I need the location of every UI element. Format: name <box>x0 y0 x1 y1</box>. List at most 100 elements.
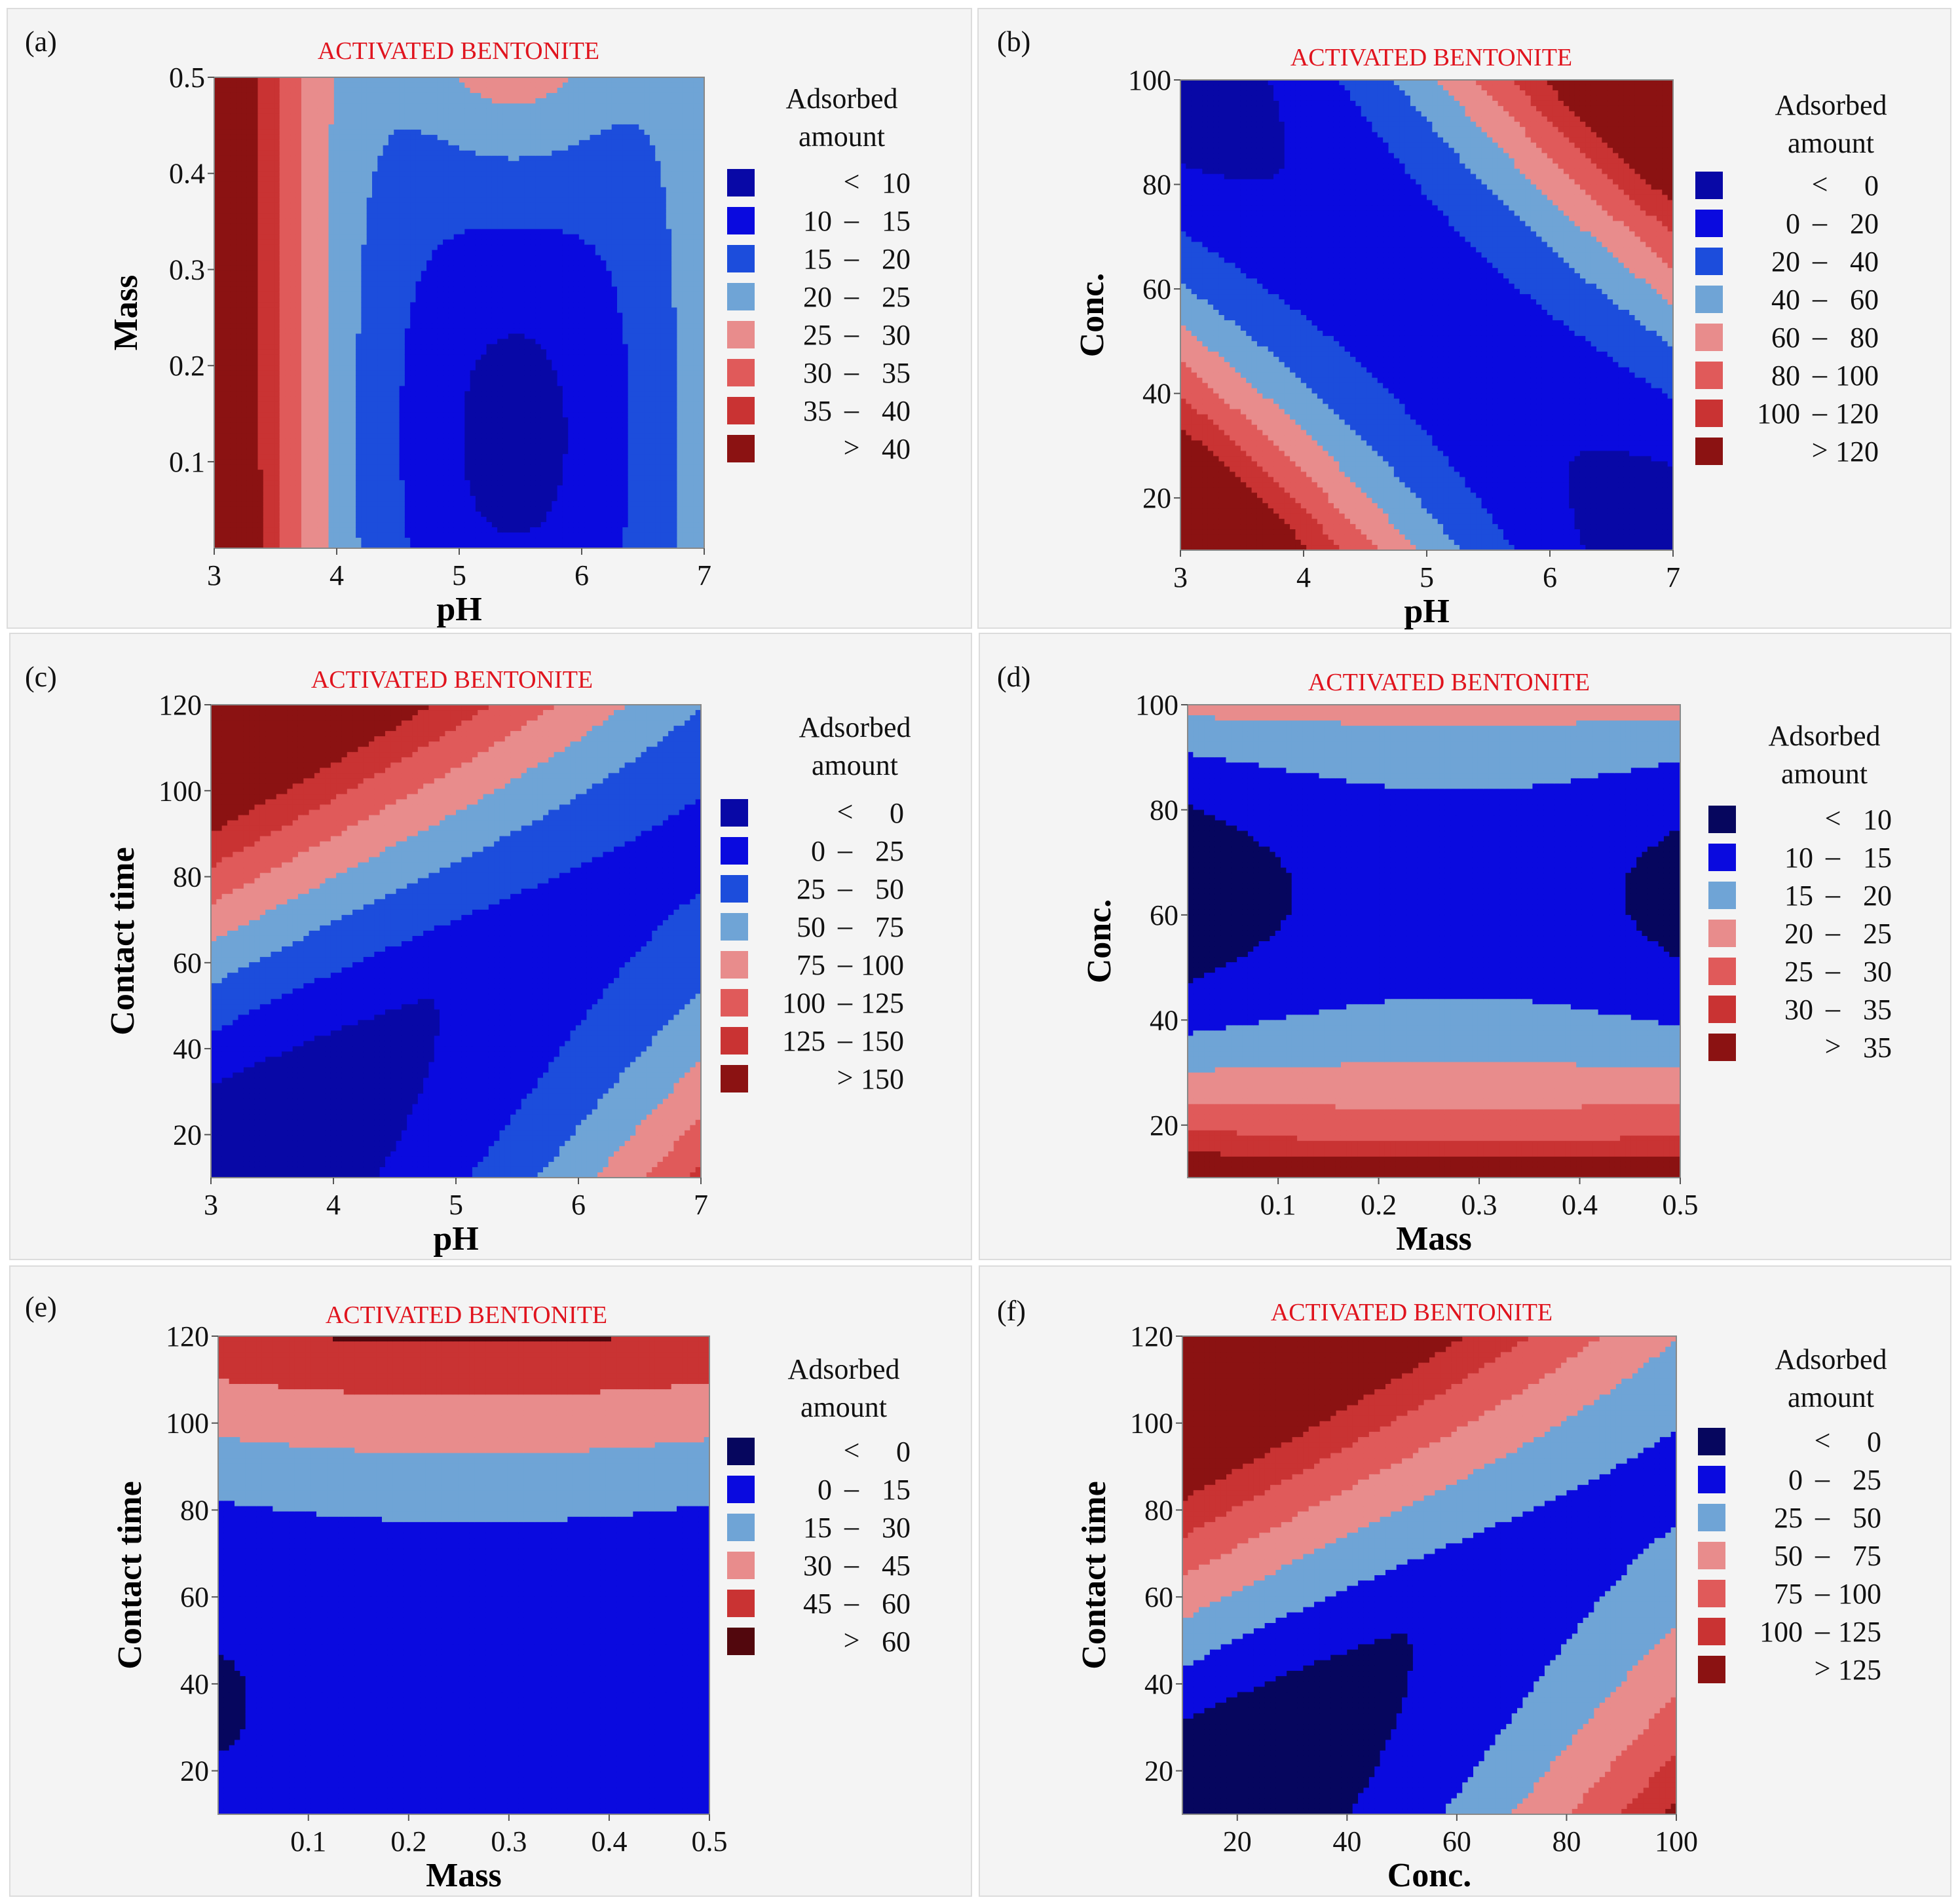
contour-cell <box>252 187 259 193</box>
contour-cell <box>312 522 318 528</box>
contour-cell <box>404 401 411 407</box>
contour-cell <box>236 155 242 162</box>
contour-cell <box>437 333 443 340</box>
contour-cell <box>372 265 378 272</box>
contour-cell <box>491 422 498 428</box>
contour-cell <box>345 229 351 235</box>
contour-cell <box>508 265 514 272</box>
contour-cell <box>481 354 487 360</box>
contour-cell <box>339 192 346 198</box>
contour-cell <box>443 464 449 470</box>
contour-cell <box>317 124 324 130</box>
contour-cell <box>328 113 335 120</box>
contour-cell <box>356 433 362 439</box>
contour-cell <box>383 286 389 293</box>
contour-cell <box>333 360 340 365</box>
contour-cell <box>257 443 264 449</box>
contour-cell <box>394 302 400 308</box>
contour-cell <box>497 375 504 381</box>
contour-cell <box>339 119 346 125</box>
contour-cell <box>432 218 438 225</box>
contour-cell <box>285 318 291 324</box>
contour-cell <box>301 333 307 340</box>
contour-cell <box>225 312 231 319</box>
contour-cell <box>421 323 427 329</box>
contour-cell <box>295 223 302 230</box>
contour-cell <box>301 365 307 371</box>
contour-cell <box>263 422 269 428</box>
contour-cell <box>486 527 493 533</box>
contour-cell <box>317 87 324 94</box>
contour-cell <box>339 417 346 423</box>
contour-cell <box>263 433 269 439</box>
contour-cell <box>475 438 481 444</box>
contour-cell <box>366 155 373 162</box>
contour-cell <box>491 124 498 130</box>
contour-cell <box>426 517 433 523</box>
contour-cell <box>295 108 302 115</box>
contour-cell <box>470 349 476 356</box>
contour-cell <box>350 307 356 314</box>
contour-cell <box>333 422 340 428</box>
contour-cell <box>339 124 346 130</box>
contour-cell <box>295 501 302 507</box>
contour-cell <box>328 202 335 209</box>
contour-cell <box>497 333 504 340</box>
contour-cell <box>295 470 302 476</box>
contour-cell <box>497 475 504 481</box>
contour-cell <box>350 92 356 99</box>
contour-cell <box>345 140 351 146</box>
contour-cell <box>295 386 302 392</box>
contour-cell <box>241 119 248 125</box>
contour-cell <box>361 412 367 418</box>
contour-cell <box>285 286 291 293</box>
contour-cell <box>274 244 280 251</box>
contour-cell <box>246 82 253 88</box>
contour-cell <box>497 328 504 335</box>
contour-cell <box>464 386 471 392</box>
contour-cell <box>491 291 498 298</box>
contour-cell <box>295 381 302 386</box>
contour-cell <box>502 140 509 146</box>
contour-cell <box>312 98 318 104</box>
contour-cell <box>345 517 351 523</box>
contour-cell <box>301 291 307 298</box>
contour-cell <box>246 475 253 481</box>
contour-cell <box>399 354 405 360</box>
contour-cell <box>241 92 248 99</box>
contour-cell <box>246 422 253 428</box>
contour-cell <box>241 464 248 470</box>
contour-cell <box>426 119 433 125</box>
contour-cell <box>453 391 460 397</box>
contour-cell <box>366 464 373 470</box>
contour-cell <box>345 443 351 449</box>
contour-cell <box>497 244 504 251</box>
contour-cell <box>366 517 373 523</box>
contour-cell <box>475 307 481 314</box>
contour-cell <box>328 271 335 277</box>
contour-cell <box>502 522 509 528</box>
contour-cell <box>421 433 427 439</box>
contour-cell <box>502 202 509 209</box>
contour-cell <box>225 396 231 402</box>
contour-cell <box>328 417 335 423</box>
contour-cell <box>410 323 417 329</box>
contour-cell <box>464 454 471 460</box>
contour-cell <box>230 77 236 83</box>
contour-cell <box>269 365 275 371</box>
contour-cell <box>464 98 471 104</box>
contour-cell <box>432 501 438 507</box>
contour-cell <box>307 229 313 235</box>
contour-cell <box>404 124 411 130</box>
contour-cell <box>404 87 411 94</box>
contour-cell <box>437 155 443 162</box>
contour-cell <box>361 517 367 523</box>
contour-cell <box>453 192 460 198</box>
contour-cell <box>350 113 356 120</box>
contour-cell <box>443 386 449 392</box>
contour-cell <box>285 333 291 340</box>
contour-cell <box>350 145 356 151</box>
contour-cell <box>269 307 275 314</box>
contour-cell <box>236 339 242 345</box>
contour-cell <box>459 291 465 298</box>
